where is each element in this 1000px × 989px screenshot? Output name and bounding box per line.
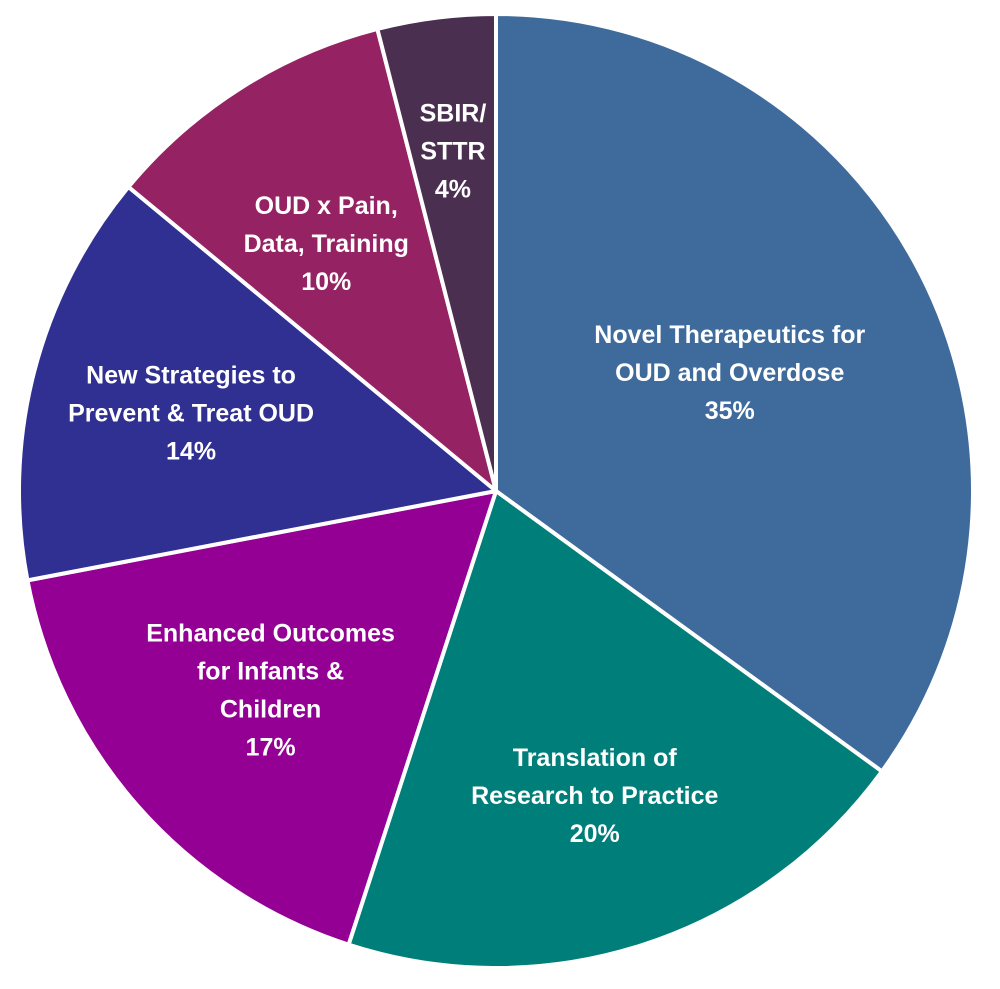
pie-labels: Novel Therapeutics for OUD and Overdose 35…	[68, 99, 865, 848]
pie-slice-new-strategies-to-label: New Strategies to Prevent & Treat OUD 14%	[68, 362, 314, 466]
pie-slice-enhanced-outcomes	[25, 489, 498, 947]
pie-slice-enhanced-outcomes-label-line: for Infants &	[197, 658, 344, 686]
pie-slice-novel-therapeutics-for-label: Novel Therapeutics for OUD and Overdose 35…	[594, 321, 865, 425]
pie-slice-translation-of	[346, 489, 884, 970]
pie-slice-novel-therapeutics-for-label-line: Novel Therapeutics for	[594, 321, 865, 349]
pie-slice-enhanced-outcomes-label: Enhanced Outcomes for Infants & Children 17…	[146, 620, 395, 762]
pie-slice-sbir	[375, 12, 498, 493]
pie-slice-sbir-percent: 4%	[435, 175, 471, 203]
pie-slice-novel-therapeutics-for-label-line: OUD and Overdose	[615, 359, 844, 387]
pie-slice-translation-of-label-line: Research to Practice	[471, 782, 718, 810]
pie-slice-oud-x-pain-percent: 10%	[301, 268, 351, 296]
pie-slice-translation-of-label: Translation of Research to Practice 20%	[471, 744, 718, 848]
pie-slice-oud-x-pain-label: OUD x Pain, Data, Training 10%	[244, 192, 409, 296]
pie-slice-sbir-label-line: STTR	[420, 137, 485, 165]
pie-slice-enhanced-outcomes-percent: 17%	[246, 734, 296, 762]
pie-slice-enhanced-outcomes-label-line: Enhanced Outcomes	[146, 620, 395, 648]
pie-slice-novel-therapeutics-for	[494, 12, 975, 774]
pie-slice-new-strategies-to-label-line: New Strategies to	[86, 362, 296, 390]
pie-slices	[17, 12, 975, 970]
pie-slice-translation-of-percent: 20%	[570, 820, 620, 848]
pie-slice-enhanced-outcomes-label-line: Children	[220, 696, 321, 724]
pie-slice-sbir-label: SBIR/STTR 4%	[420, 99, 487, 203]
pie-slice-oud-x-pain-label-line: Data, Training	[244, 230, 409, 258]
pie-slice-sbir-label-line: SBIR/	[420, 99, 487, 127]
pie-slice-novel-therapeutics-for-percent: 35%	[705, 397, 755, 425]
pie-slice-oud-x-pain	[126, 26, 498, 493]
pie-slice-new-strategies-to-label-line: Prevent & Treat OUD	[68, 400, 314, 428]
pie-slice-new-strategies-to	[17, 184, 498, 583]
pie-slice-oud-x-pain-label-line: OUD x Pain,	[255, 192, 398, 220]
pie-slice-translation-of-label-line: Translation of	[513, 744, 678, 772]
pie-slice-new-strategies-to-percent: 14%	[166, 438, 216, 466]
